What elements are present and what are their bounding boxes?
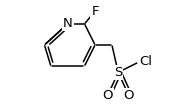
Text: O: O	[102, 89, 113, 102]
Text: N: N	[63, 17, 73, 30]
Text: Cl: Cl	[139, 55, 152, 68]
Text: S: S	[114, 66, 122, 79]
Text: F: F	[91, 5, 99, 18]
Text: O: O	[124, 89, 134, 102]
